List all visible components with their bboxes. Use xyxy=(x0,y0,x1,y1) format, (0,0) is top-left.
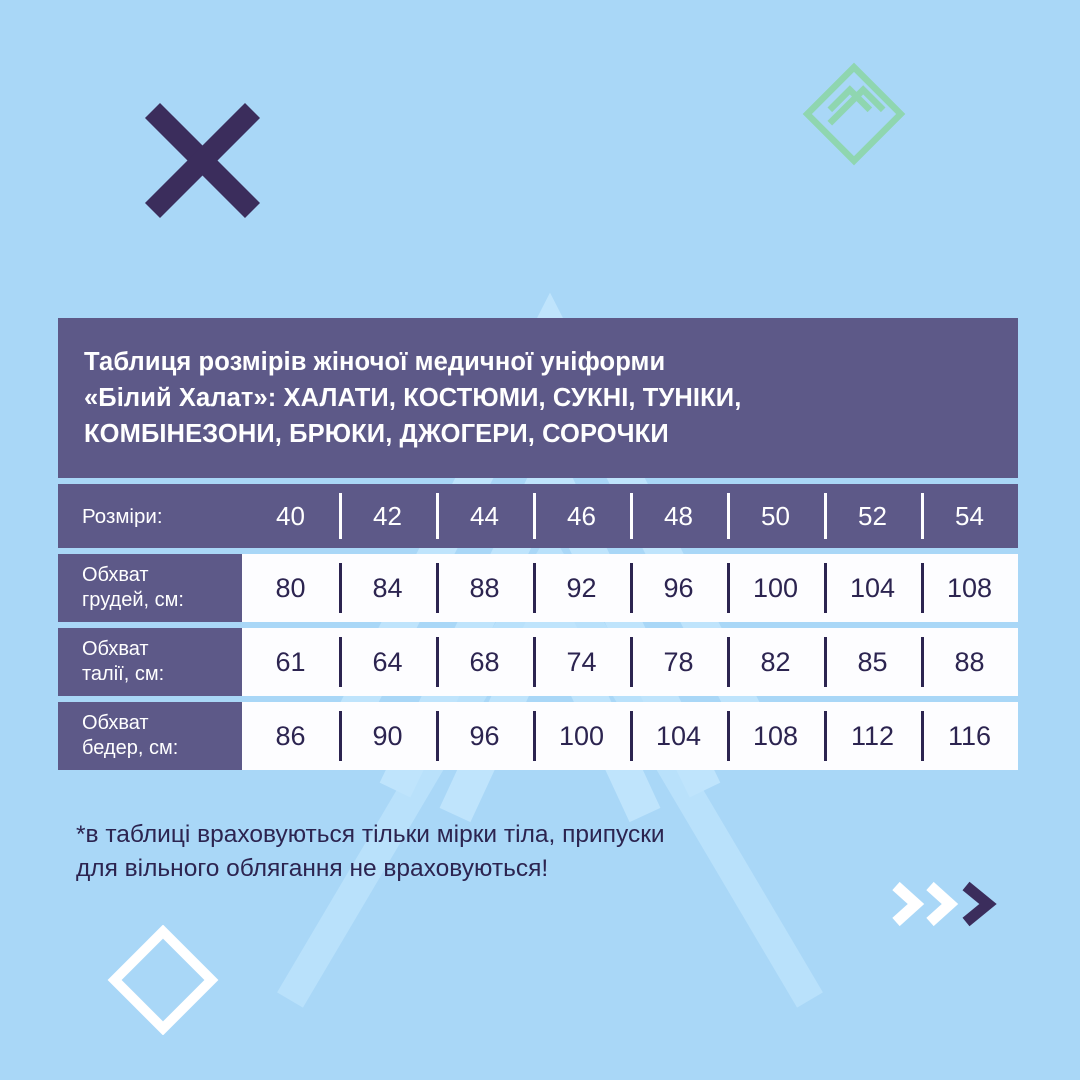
measure-cell: 100 xyxy=(533,702,630,770)
size-table: Таблиця розмірів жіночої медичної уніфор… xyxy=(58,318,1018,770)
table-header-row: Розміри: 40 42 44 46 48 50 52 54 xyxy=(58,484,1018,548)
header-row-label-text: Розміри: xyxy=(82,504,163,528)
nested-diamond-icon xyxy=(802,62,906,166)
measure-cell: 64 xyxy=(339,628,436,696)
measure-cell: 85 xyxy=(824,628,921,696)
measure-cell: 108 xyxy=(921,554,1018,622)
x-mark-icon xyxy=(144,102,261,219)
measure-cell: 88 xyxy=(436,554,533,622)
row-cells-hips: 86 90 96 100 104 108 112 116 xyxy=(242,702,1018,770)
footnote-line-2: для вільного облягання не враховуються! xyxy=(76,855,549,882)
size-cell: 48 xyxy=(630,484,727,548)
table-title-line-2: «Білий Халат»: ХАЛАТИ, КОСТЮМИ, СУКНІ, Т… xyxy=(84,384,742,412)
footnote-line-1: *в таблиці враховуються тільки мірки тіл… xyxy=(76,821,665,848)
measure-cell: 78 xyxy=(630,628,727,696)
measure-cell: 74 xyxy=(533,628,630,696)
header-row-cells: 40 42 44 46 48 50 52 54 xyxy=(242,484,1018,548)
table-title-line-3: КОМБІНЕЗОНИ, БРЮКИ, ДЖОГЕРИ, СОРОЧКИ xyxy=(84,420,669,448)
row-label-line: талії, см: xyxy=(82,663,165,685)
measure-cell: 116 xyxy=(921,702,1018,770)
row-cells-waist: 61 64 68 74 78 82 85 88 xyxy=(242,628,1018,696)
measure-cell: 92 xyxy=(533,554,630,622)
table-title-line-1: Таблиця розмірів жіночої медичної уніфор… xyxy=(84,348,666,376)
row-label-hips: Обхват бедер, см: xyxy=(58,702,242,770)
measure-cell: 61 xyxy=(275,646,306,677)
measure-cell: 82 xyxy=(727,628,824,696)
size-cell: 40 xyxy=(276,500,305,531)
row-label-line: Обхват xyxy=(82,712,149,734)
diamond-outline-icon xyxy=(107,925,219,1035)
measure-cell: 96 xyxy=(436,702,533,770)
size-cell: 54 xyxy=(921,484,1018,548)
measure-cell: 100 xyxy=(727,554,824,622)
measure-cell: 84 xyxy=(339,554,436,622)
table-row: Обхват талії, см: 61 64 68 74 78 82 85 8… xyxy=(58,628,1018,696)
size-cell: 42 xyxy=(339,484,436,548)
size-cell: 52 xyxy=(824,484,921,548)
measure-cell: 86 xyxy=(275,720,306,751)
table-title: Таблиця розмірів жіночої медичної уніфор… xyxy=(58,318,1018,478)
row-label-line: бедер, см: xyxy=(82,737,179,759)
measure-cell: 104 xyxy=(630,702,727,770)
measure-cell: 112 xyxy=(824,702,921,770)
measure-cell: 108 xyxy=(727,702,824,770)
measure-cell: 90 xyxy=(339,702,436,770)
size-cell: 50 xyxy=(727,484,824,548)
table-row: Обхват бедер, см: 86 90 96 100 104 108 1… xyxy=(58,702,1018,770)
measure-cell: 104 xyxy=(824,554,921,622)
row-label-line: Обхват xyxy=(82,638,149,660)
size-cell: 44 xyxy=(436,484,533,548)
row-cells-chest: 80 84 88 92 96 100 104 108 xyxy=(242,554,1018,622)
row-label-line: Обхват xyxy=(82,564,149,586)
measure-cell: 88 xyxy=(921,628,1018,696)
table-row: Обхват грудей, см: 80 84 88 92 96 100 10… xyxy=(58,554,1018,622)
measure-cell: 80 xyxy=(275,572,306,603)
row-label-chest: Обхват грудей, см: xyxy=(58,554,242,622)
header-row-label: Розміри: xyxy=(58,484,242,548)
measure-cell: 68 xyxy=(436,628,533,696)
row-label-waist: Обхват талії, см: xyxy=(58,628,242,696)
size-cell: 46 xyxy=(533,484,630,548)
footnote: *в таблиці враховуються тільки мірки тіл… xyxy=(76,818,956,886)
row-label-line: грудей, см: xyxy=(82,589,184,611)
measure-cell: 96 xyxy=(630,554,727,622)
